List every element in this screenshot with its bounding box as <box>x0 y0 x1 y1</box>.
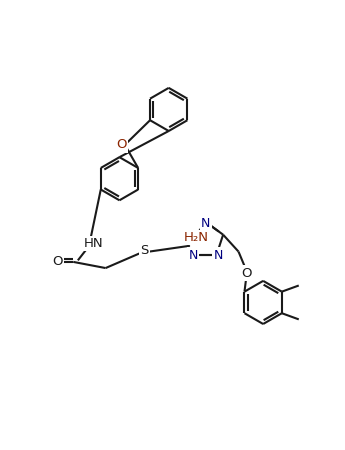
Text: O: O <box>117 138 127 151</box>
Text: N: N <box>201 217 210 230</box>
Text: N: N <box>213 249 223 261</box>
Text: S: S <box>140 244 148 257</box>
Text: HN: HN <box>84 237 103 250</box>
Text: N: N <box>189 249 198 261</box>
Text: O: O <box>52 256 62 268</box>
Text: O: O <box>241 267 252 280</box>
Text: H₂N: H₂N <box>184 231 209 244</box>
